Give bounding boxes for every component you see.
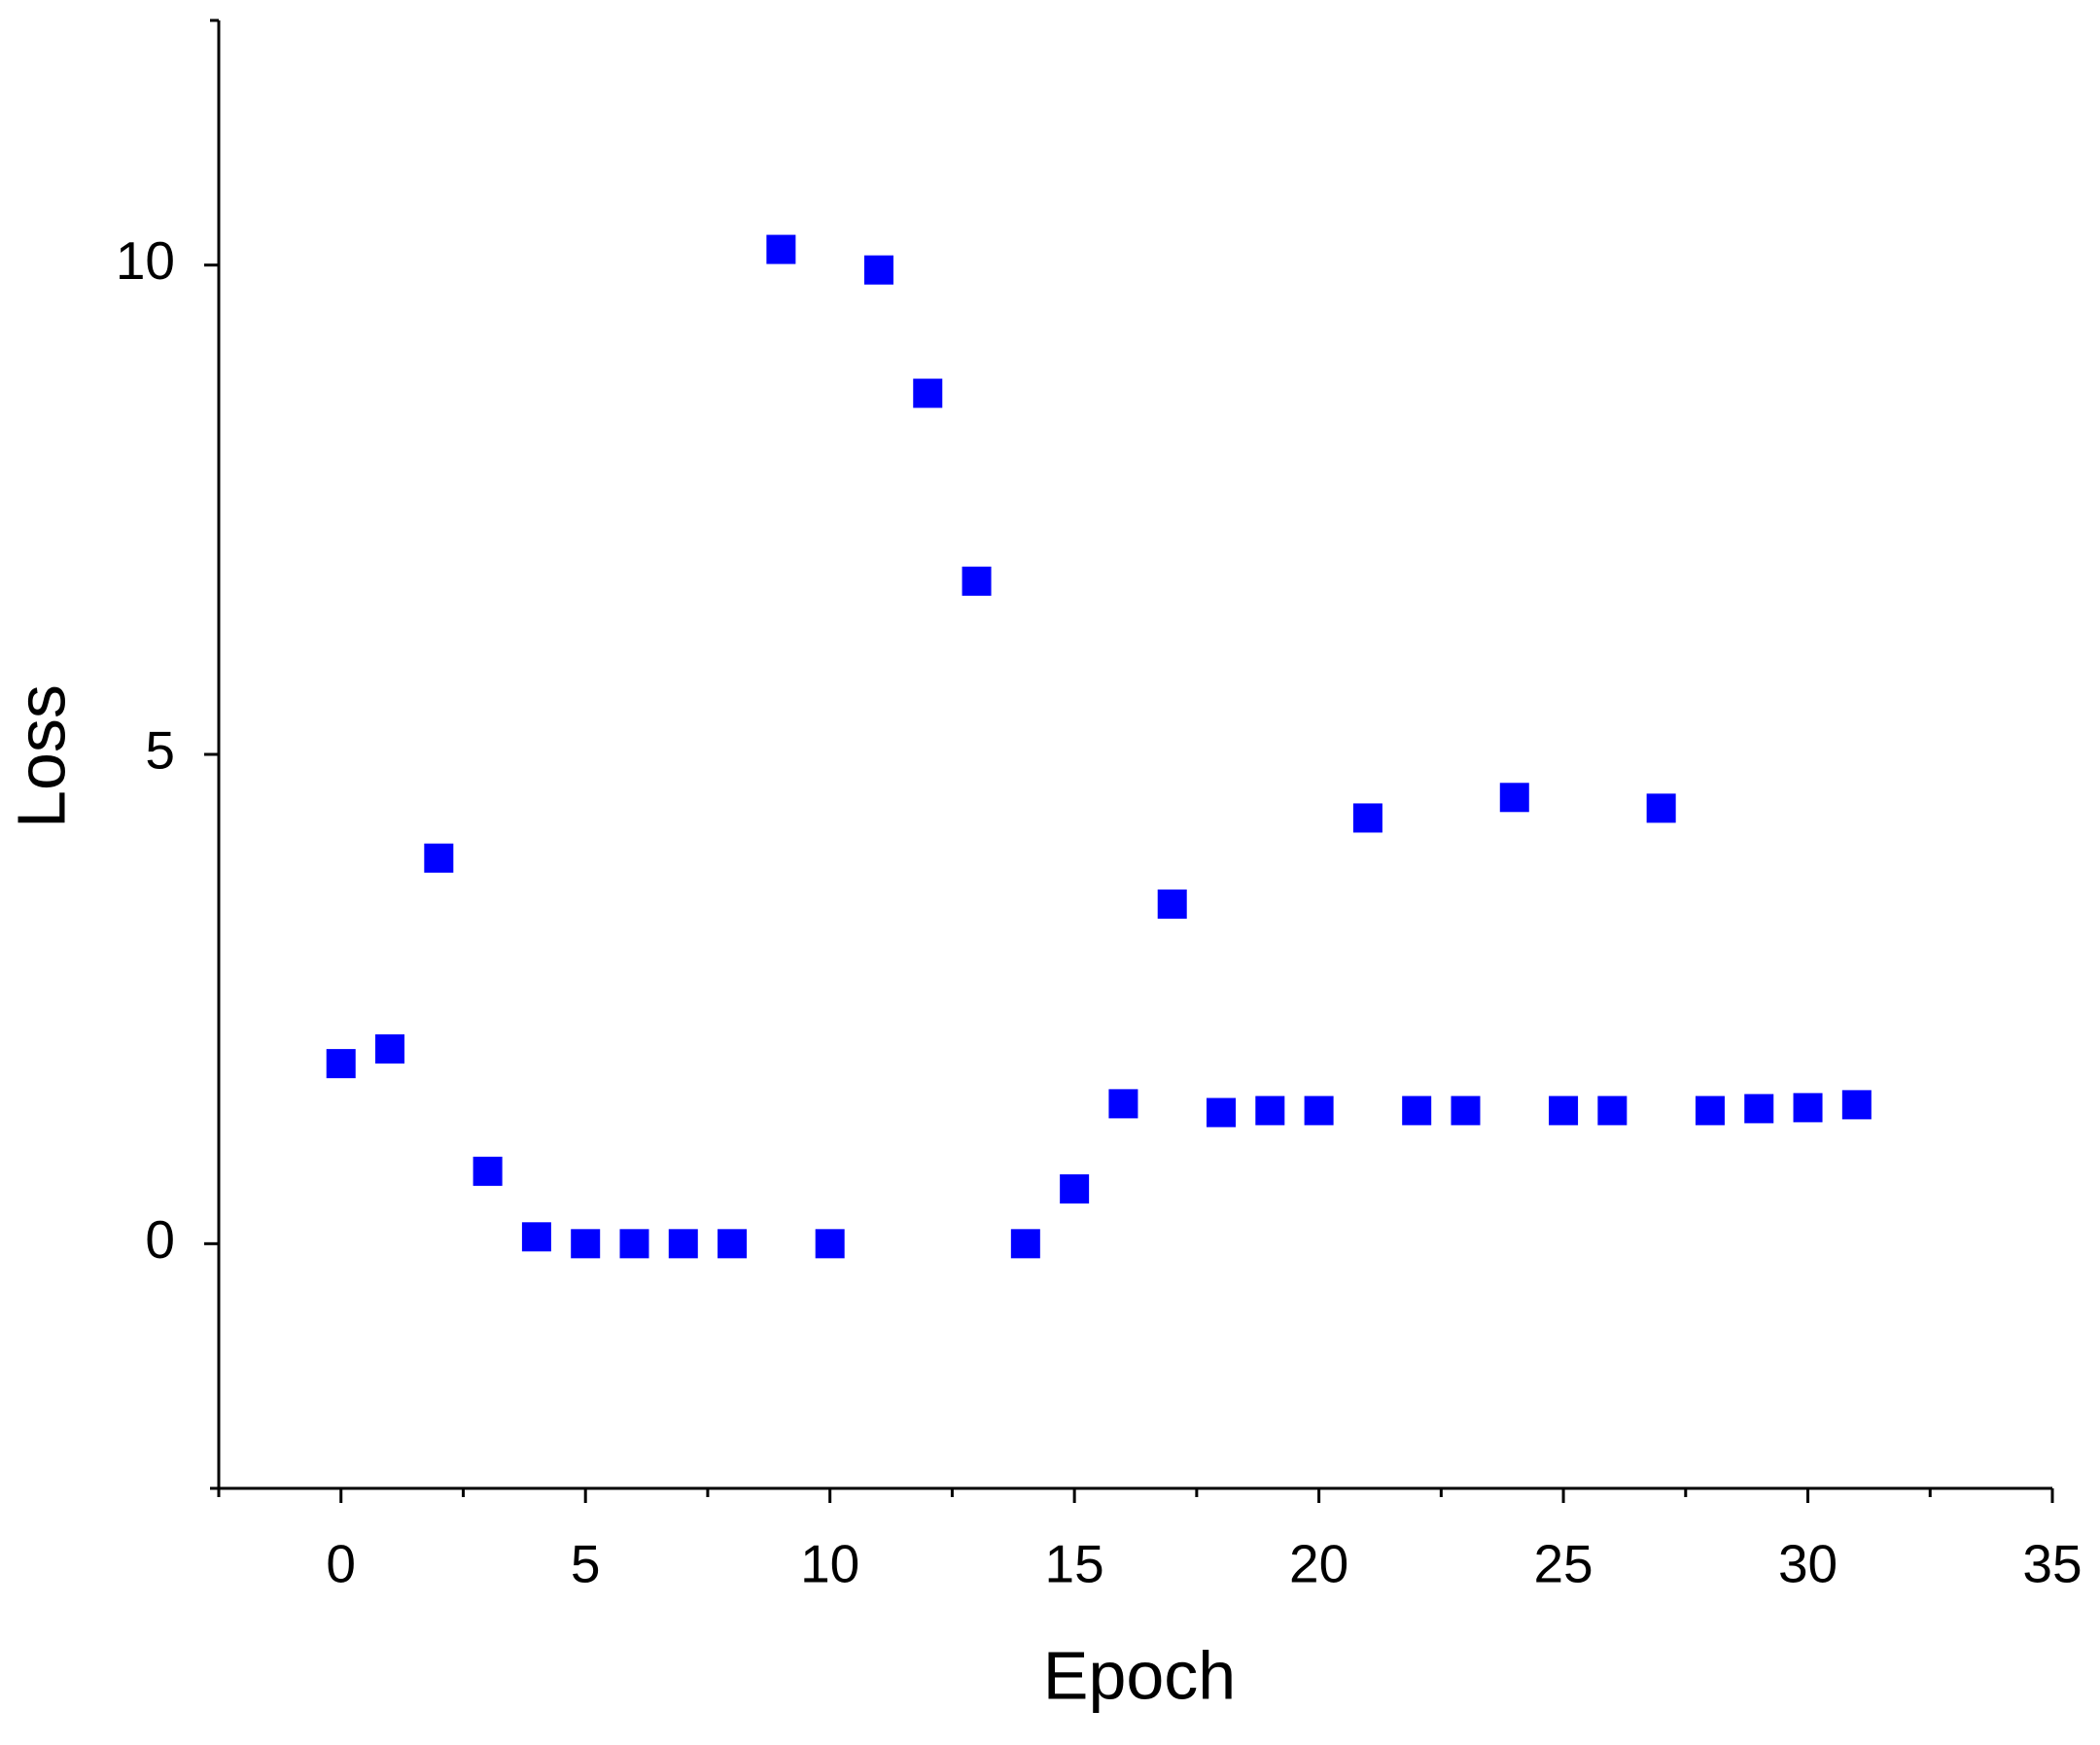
marker bbox=[1597, 1096, 1628, 1126]
marker bbox=[1207, 1098, 1237, 1128]
x-tick-label: 10 bbox=[800, 1534, 859, 1594]
y-tick-label: 5 bbox=[145, 720, 175, 781]
x-tick-label: 5 bbox=[571, 1534, 601, 1594]
marker bbox=[1695, 1096, 1725, 1126]
marker bbox=[1793, 1093, 1823, 1123]
marker bbox=[1108, 1089, 1138, 1119]
marker bbox=[962, 566, 992, 596]
marker bbox=[718, 1229, 748, 1259]
marker bbox=[326, 1049, 356, 1079]
marker bbox=[1304, 1096, 1334, 1126]
marker bbox=[766, 234, 796, 264]
marker bbox=[571, 1229, 601, 1259]
marker bbox=[1157, 890, 1187, 920]
marker bbox=[1060, 1173, 1090, 1204]
x-tick-label: 25 bbox=[1533, 1534, 1592, 1594]
marker bbox=[815, 1229, 845, 1259]
x-tick-label: 0 bbox=[326, 1534, 356, 1594]
x-tick-label: 15 bbox=[1045, 1534, 1104, 1594]
x-axis-label: Epoch bbox=[1043, 1637, 1236, 1713]
y-tick-label: 10 bbox=[116, 230, 175, 291]
marker bbox=[1646, 793, 1676, 823]
marker bbox=[1352, 803, 1382, 833]
marker bbox=[1744, 1094, 1774, 1124]
marker bbox=[863, 255, 893, 285]
marker bbox=[1451, 1096, 1481, 1126]
marker bbox=[1499, 783, 1529, 813]
marker bbox=[521, 1222, 551, 1252]
x-tick-label: 20 bbox=[1289, 1534, 1348, 1594]
marker bbox=[472, 1156, 503, 1186]
y-tick-label: 0 bbox=[145, 1209, 175, 1270]
marker bbox=[1402, 1096, 1432, 1126]
y-axis-label: Loss bbox=[3, 684, 79, 828]
marker bbox=[619, 1229, 649, 1259]
marker bbox=[668, 1229, 698, 1259]
marker bbox=[1841, 1090, 1872, 1120]
marker bbox=[913, 378, 943, 408]
marker bbox=[375, 1034, 405, 1064]
marker bbox=[1255, 1096, 1285, 1126]
marker bbox=[1010, 1229, 1040, 1259]
marker bbox=[1549, 1096, 1579, 1126]
x-tick-label: 35 bbox=[2022, 1534, 2082, 1594]
marker bbox=[424, 843, 454, 873]
x-tick-label: 30 bbox=[1778, 1534, 1838, 1594]
